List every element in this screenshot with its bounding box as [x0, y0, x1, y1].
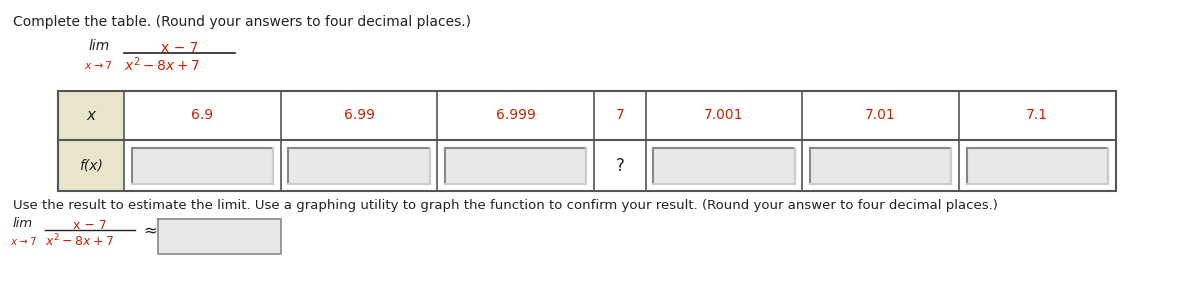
Text: $x^2 - 8x + 7$: $x^2 - 8x + 7$	[44, 233, 114, 250]
Text: 7.1: 7.1	[1026, 108, 1049, 122]
Text: ≈: ≈	[143, 221, 157, 239]
Bar	[966, 148, 1108, 184]
Text: x: x	[86, 108, 96, 123]
Text: 7.001: 7.001	[704, 108, 744, 122]
Bar	[58, 91, 124, 191]
Bar	[158, 219, 281, 254]
Text: $x \rightarrow 7$: $x \rightarrow 7$	[84, 59, 113, 71]
Text: $x \rightarrow 7$: $x \rightarrow 7$	[10, 235, 37, 247]
Text: $x^2 - 8x + 7$: $x^2 - 8x + 7$	[124, 56, 200, 74]
Text: lim: lim	[89, 39, 109, 53]
Bar	[288, 148, 430, 184]
Text: 6.99: 6.99	[343, 108, 374, 122]
Text: lim: lim	[13, 217, 32, 230]
Text: f(x): f(x)	[79, 159, 103, 173]
Text: 6.999: 6.999	[496, 108, 535, 122]
Bar	[58, 91, 1116, 191]
Text: Use the result to estimate the limit. Use a graphing utility to graph the functi: Use the result to estimate the limit. Us…	[13, 199, 997, 212]
Text: 6.9: 6.9	[191, 108, 214, 122]
Text: ?: ?	[616, 157, 624, 175]
Text: 7: 7	[616, 108, 624, 122]
Bar	[653, 148, 794, 184]
Bar	[445, 148, 587, 184]
Text: Complete the table. (Round your answers to four decimal places.): Complete the table. (Round your answers …	[13, 15, 470, 29]
Bar	[132, 148, 274, 184]
Bar	[810, 148, 952, 184]
Text: x − 7: x − 7	[73, 219, 107, 232]
Text: x − 7: x − 7	[161, 41, 198, 55]
Text: 7.01: 7.01	[865, 108, 896, 122]
